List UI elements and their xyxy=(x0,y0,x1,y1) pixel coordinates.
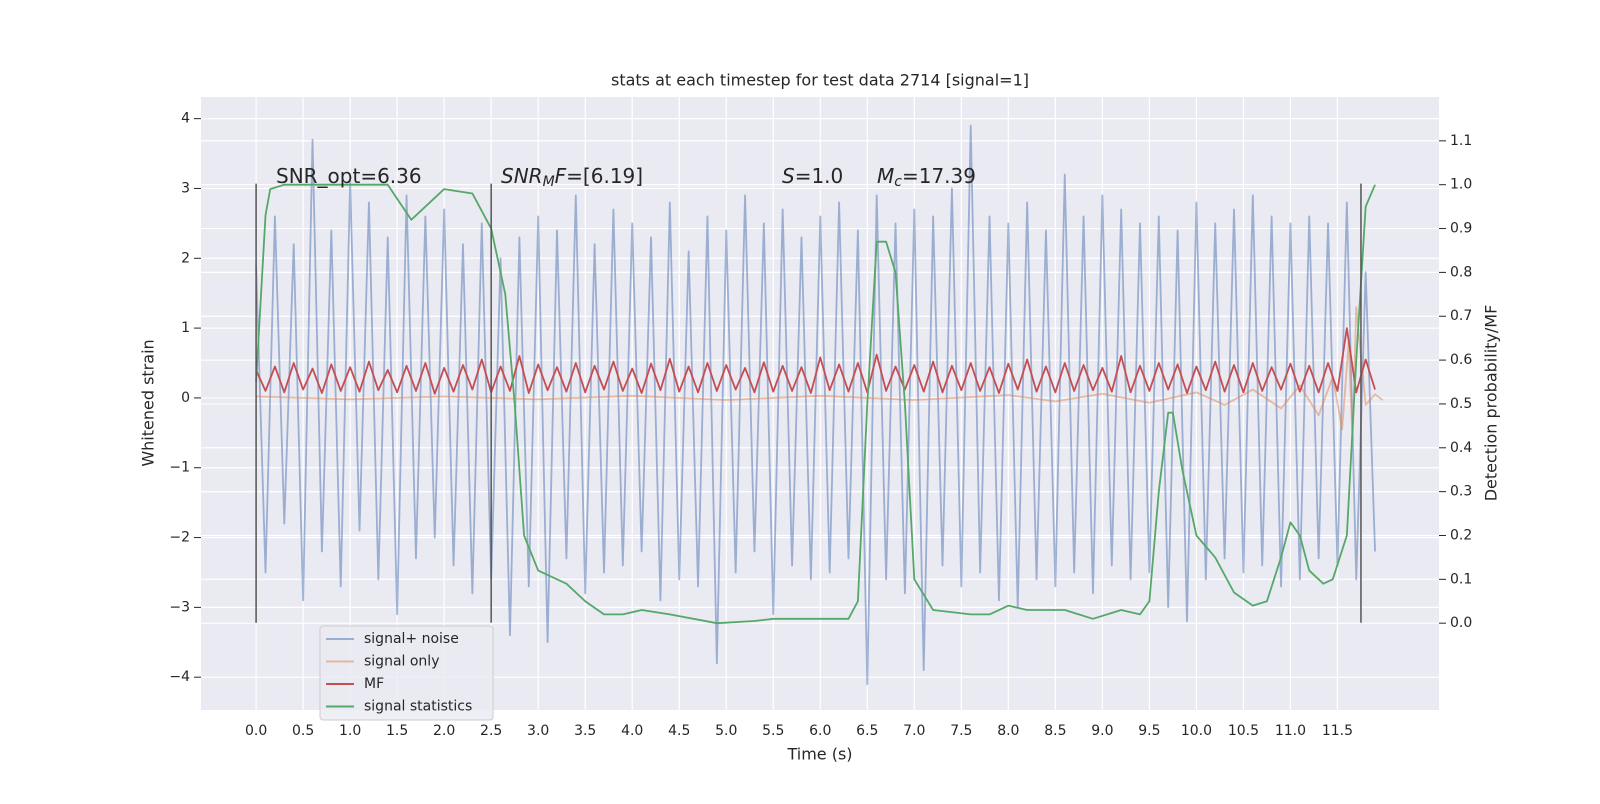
x-tick-label: 11.0 xyxy=(1275,723,1306,739)
x-tick-label: 0.0 xyxy=(245,723,267,739)
annotation-part: SNR_opt=6.36 xyxy=(276,164,422,188)
y-tick-label: 0 xyxy=(181,390,190,406)
annotation-part: =1.0 xyxy=(795,164,844,188)
y2-tick-label: 0.8 xyxy=(1450,264,1472,280)
legend: signal+ noise signal only MF signal statist… xyxy=(319,625,494,721)
x-tick-label: 2.0 xyxy=(433,723,455,739)
axes: 0.0 0.5 1.0 1.5 2.0 2.5 3.0 3.5 4.0 4.5 5.0 5.5 6.0 6… xyxy=(169,111,1472,739)
y-tick-label: 1 xyxy=(181,320,190,336)
x-tick-label: 4.5 xyxy=(668,723,690,739)
legend-label: signal+ noise xyxy=(364,631,459,647)
x-tick-label: 6.5 xyxy=(856,723,878,739)
y2-tick-label: 0.2 xyxy=(1450,527,1472,543)
x-tick-label: 7.0 xyxy=(903,723,925,739)
y2-tick-label: 0.9 xyxy=(1450,221,1472,237)
x-axis-label: Time (s) xyxy=(786,745,852,764)
y2-tick-label: 0.6 xyxy=(1450,352,1472,368)
y2-tick-label: 0.3 xyxy=(1450,484,1472,500)
y2-tick-label: 0.1 xyxy=(1450,571,1472,587)
y-tick-label: 4 xyxy=(181,111,190,127)
annotation-part: M xyxy=(543,174,555,190)
series-line xyxy=(256,306,1384,441)
annotation-part: =[6.19] xyxy=(566,164,643,188)
y2-tick-label: 1.0 xyxy=(1450,177,1472,193)
annotation-part: S xyxy=(782,164,795,188)
y-tick-label: 2 xyxy=(181,250,190,266)
y-tick-label: −1 xyxy=(169,460,190,476)
x-tick-label: 1.0 xyxy=(339,723,361,739)
chart-title: stats at each timestep for test data 271… xyxy=(611,71,1029,90)
annotation-part: =17.39 xyxy=(902,164,976,188)
annotation: S=1.0 xyxy=(782,164,843,188)
y-tick-label: 3 xyxy=(181,180,190,196)
x-tick-label: 4.0 xyxy=(621,723,643,739)
legend-label: MF xyxy=(364,676,384,692)
x-tick-label: 10.0 xyxy=(1181,723,1212,739)
y2-tick-label: 0.7 xyxy=(1450,308,1472,324)
annotation-part: M xyxy=(877,164,894,188)
x-tick-label: 0.5 xyxy=(292,723,314,739)
y-tick-label: −4 xyxy=(169,669,190,685)
x-tick-label: 2.5 xyxy=(480,723,502,739)
x-tick-label: 7.5 xyxy=(950,723,972,739)
x-tick-label: 8.0 xyxy=(997,723,1019,739)
legend-label: signal statistics xyxy=(364,699,472,715)
y2-tick-label: 1.1 xyxy=(1450,133,1472,149)
y-tick-label: −2 xyxy=(169,530,190,546)
y2-tick-label: 0.0 xyxy=(1450,615,1472,631)
y2-tick-label: 0.4 xyxy=(1450,440,1472,456)
x-tick-label: 8.5 xyxy=(1044,723,1066,739)
annotation-part: SNR xyxy=(501,164,543,188)
legend-label: signal only xyxy=(364,654,439,670)
x-tick-label: 9.0 xyxy=(1091,723,1113,739)
series-line xyxy=(255,124,1376,686)
annotation: SNRMF=[6.19] xyxy=(501,164,643,191)
annotation-part: F xyxy=(555,164,567,188)
y-axis-label: Whitened strain xyxy=(139,339,158,466)
annotation-part: c xyxy=(894,174,902,190)
series-line xyxy=(255,183,1376,625)
marks: SNR_opt=6.36 SNRMF=[6.19] S=1.0 Mc=17.39 xyxy=(255,124,1384,686)
y-tick-label: −3 xyxy=(169,599,190,615)
x-tick-label: 5.5 xyxy=(762,723,784,739)
x-tick-label: 3.0 xyxy=(527,723,549,739)
x-tick-label: 5.0 xyxy=(715,723,737,739)
y2-tick-label: 0.5 xyxy=(1450,396,1472,412)
annotation: Mc=17.39 xyxy=(877,164,976,191)
x-tick-label: 6.0 xyxy=(809,723,831,739)
legend-box xyxy=(319,625,494,721)
annotation: SNR_opt=6.36 xyxy=(276,164,422,188)
x-tick-label: 3.5 xyxy=(574,723,596,739)
y2-axis-label: Detection probability/MF xyxy=(1482,305,1501,502)
series-line xyxy=(255,327,1376,395)
x-tick-label: 11.5 xyxy=(1322,723,1353,739)
x-tick-label: 1.5 xyxy=(386,723,408,739)
x-tick-label: 9.5 xyxy=(1138,723,1160,739)
x-tick-label: 10.5 xyxy=(1228,723,1259,739)
